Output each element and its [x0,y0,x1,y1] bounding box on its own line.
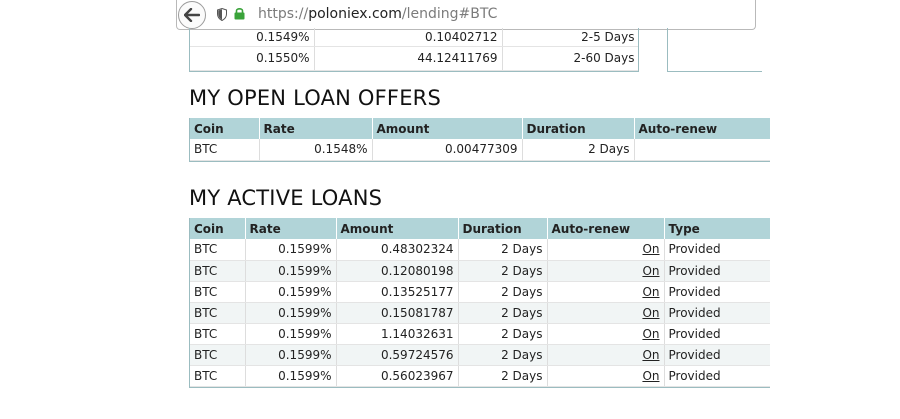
table-header: Coin Rate Amount Duration Auto-renew Typ… [190,218,770,239]
autorenew-toggle-link[interactable]: On [642,263,660,278]
autorenew-toggle-link[interactable]: On [642,368,660,383]
duration-cell: 2 Days [458,365,548,387]
type-cell: Provided [664,260,770,282]
autorenew-cell: On [547,281,665,303]
table-row[interactable]: 0.1549% 0.10402712 2-5 Days [190,28,638,47]
active-loans-table: Coin Rate Amount Duration Auto-renew Typ… [189,218,770,388]
coin-cell: BTC [190,281,246,303]
url-text[interactable]: https://poloniex.com/lending#BTC [258,6,497,22]
coin-cell: BTC [190,323,246,345]
back-arrow-icon [184,8,200,22]
autorenew-cell: On [547,302,665,324]
side-panel [667,28,762,72]
autorenew-cell: On [547,344,665,366]
shield-icon[interactable] [217,8,227,21]
table-row[interactable]: BTC 0.1599% 0.48302324 2 Days On Provided [190,239,770,261]
amount-cell: 0.10402712 [314,28,503,47]
duration-cell: 2 Days [458,239,548,261]
table-row[interactable]: 0.1550% 44.12411769 2-60 Days [190,46,638,71]
amount-cell: 0.56023967 [336,365,459,387]
autorenew-cell[interactable] [634,139,770,161]
rate-cell: 0.1599% [245,344,337,366]
type-cell: Provided [664,302,770,324]
amount-cell: 0.00477309 [372,139,523,161]
table-header: Coin Rate Amount Duration Auto-renew [190,118,770,139]
col-amount[interactable]: Amount [336,218,459,239]
type-cell: Provided [664,365,770,387]
type-cell: Provided [664,239,770,261]
autorenew-cell: On [547,260,665,282]
autorenew-toggle-link[interactable]: On [642,305,660,320]
rate-cell: 0.1549% [190,28,315,47]
coin-cell: BTC [190,239,246,261]
amount-cell: 1.14032631 [336,323,459,345]
amount-cell: 0.13525177 [336,281,459,303]
duration-cell: 2 Days [458,344,548,366]
coin-cell: BTC [190,365,246,387]
amount-cell: 0.48302324 [336,239,459,261]
open-offers-title: MY OPEN LOAN OFFERS [189,86,442,110]
rate-cell: 0.1599% [245,365,337,387]
coin-cell: BTC [190,139,260,161]
col-coin[interactable]: Coin [190,118,260,139]
active-loans-title: MY ACTIVE LOANS [189,186,383,210]
rate-cell: 0.1550% [190,46,315,71]
autorenew-cell: On [547,365,665,387]
autorenew-toggle-link[interactable]: On [642,347,660,362]
type-cell: Provided [664,323,770,345]
rate-cell: 0.1599% [245,281,337,303]
lock-icon[interactable] [234,7,245,20]
coin-cell: BTC [190,260,246,282]
rate-cell: 0.1599% [245,239,337,261]
col-duration[interactable]: Duration [458,218,548,239]
rate-cell: 0.1599% [245,260,337,282]
url-prefix: https:// [258,6,309,22]
col-amount[interactable]: Amount [372,118,523,139]
col-rate[interactable]: Rate [259,118,373,139]
autorenew-cell: On [547,239,665,261]
table-row[interactable]: BTC 0.1599% 1.14032631 2 Days On Provided [190,323,770,345]
url-bar[interactable] [176,0,756,30]
col-coin[interactable]: Coin [190,218,246,239]
table-row[interactable]: BTC 0.1599% 0.13525177 2 Days On Provided [190,281,770,303]
rate-cell: 0.1548% [259,139,373,161]
duration-cell: 2 Days [458,281,548,303]
rate-cell: 0.1599% [245,302,337,324]
autorenew-cell: On [547,323,665,345]
col-autorenew[interactable]: Auto-renew [634,118,770,139]
back-button[interactable] [178,1,206,29]
duration-cell: 2 Days [522,139,635,161]
autorenew-toggle-link[interactable]: On [642,242,660,257]
url-path: /lending#BTC [401,6,498,22]
type-cell: Provided [664,281,770,303]
loan-orders-table: 0.1549% 0.10402712 2-5 Days 0.1550% 44.1… [189,28,639,72]
rate-cell: 0.1599% [245,323,337,345]
col-rate[interactable]: Rate [245,218,337,239]
url-host: poloniex.com [308,6,402,22]
coin-cell: BTC [190,344,246,366]
open-offers-table: Coin Rate Amount Duration Auto-renew BTC… [189,118,770,162]
amount-cell: 44.12411769 [314,46,503,71]
table-row[interactable]: BTC 0.1599% 0.12080198 2 Days On Provided [190,260,770,282]
duration-cell: 2 Days [458,323,548,345]
table-row[interactable]: BTC 0.1548% 0.00477309 2 Days [190,139,770,161]
amount-cell: 0.15081787 [336,302,459,324]
autorenew-toggle-link[interactable]: On [642,326,660,341]
col-autorenew[interactable]: Auto-renew [547,218,665,239]
amount-cell: 0.59724576 [336,344,459,366]
duration-cell: 2-5 Days [502,28,638,47]
table-row[interactable]: BTC 0.1599% 0.56023967 2 Days On Provided [190,365,770,387]
autorenew-toggle-link[interactable]: On [642,284,660,299]
duration-cell: 2 Days [458,302,548,324]
table-row[interactable]: BTC 0.1599% 0.15081787 2 Days On Provided [190,302,770,324]
type-cell: Provided [664,344,770,366]
duration-cell: 2-60 Days [502,46,638,71]
col-type[interactable]: Type [664,218,770,239]
duration-cell: 2 Days [458,260,548,282]
coin-cell: BTC [190,302,246,324]
table-row[interactable]: BTC 0.1599% 0.59724576 2 Days On Provided [190,344,770,366]
amount-cell: 0.12080198 [336,260,459,282]
col-duration[interactable]: Duration [522,118,635,139]
